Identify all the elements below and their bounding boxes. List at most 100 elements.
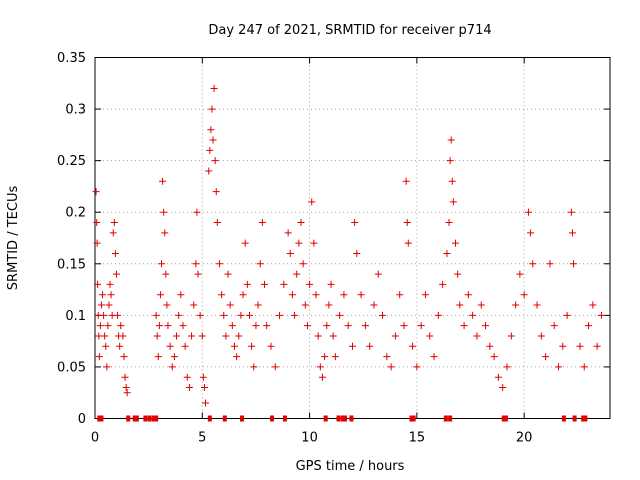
data-point: [106, 280, 114, 288]
gap-marker: [154, 415, 159, 422]
data-point: [449, 198, 457, 206]
data-point: [550, 322, 558, 330]
data-point: [263, 322, 271, 330]
data-points: [92, 84, 605, 407]
y-tick-label: 0.2: [65, 206, 86, 221]
data-point: [512, 301, 520, 309]
x-tick-label: 15: [409, 431, 426, 446]
data-point: [490, 353, 498, 361]
data-point: [439, 280, 447, 288]
data-point: [241, 239, 249, 247]
data-point: [486, 342, 494, 350]
gap-markers: [97, 415, 588, 422]
data-point: [179, 322, 187, 330]
data-point: [237, 311, 245, 319]
data-point: [321, 353, 329, 361]
data-point: [164, 322, 172, 330]
data-point: [156, 291, 164, 299]
data-point: [224, 270, 232, 278]
gap-marker: [561, 415, 566, 422]
y-tick-label: 0.25: [57, 154, 86, 169]
data-point: [218, 291, 226, 299]
data-point: [97, 301, 105, 309]
data-point: [158, 260, 166, 268]
data-point: [559, 342, 567, 350]
data-point: [555, 363, 562, 371]
data-point: [111, 249, 119, 257]
data-point: [222, 332, 230, 340]
gap-marker: [581, 415, 586, 422]
data-point: [529, 260, 537, 268]
x-tick-label: 5: [198, 431, 206, 446]
data-point: [421, 291, 429, 299]
data-point: [464, 291, 472, 299]
data-point: [533, 301, 541, 309]
data-point: [190, 301, 198, 309]
data-point: [155, 322, 163, 330]
data-point: [366, 342, 374, 350]
data-point: [210, 84, 218, 92]
data-point: [101, 332, 109, 340]
data-point: [469, 311, 477, 319]
data-point: [567, 208, 575, 216]
data-point: [331, 353, 339, 361]
data-point: [537, 332, 545, 340]
y-axis-ticks: 0 0.05 0.1 0.15 0.2 0.25 0.3 0.35: [57, 51, 610, 427]
data-point: [114, 311, 122, 319]
data-point: [271, 363, 279, 371]
data-point: [361, 322, 369, 330]
data-point: [327, 280, 335, 288]
data-point: [261, 280, 269, 288]
data-point: [243, 280, 251, 288]
data-point: [215, 260, 223, 268]
x-tick-label: 20: [516, 431, 533, 446]
data-point: [291, 311, 299, 319]
data-point: [206, 146, 214, 154]
data-point: [374, 270, 382, 278]
data-point: [159, 177, 167, 185]
data-point: [93, 239, 101, 247]
data-point: [499, 384, 507, 392]
data-point: [153, 332, 161, 340]
data-point: [209, 136, 217, 144]
data-point: [387, 363, 395, 371]
data-point: [170, 353, 178, 361]
data-point: [593, 342, 601, 350]
gap-marker: [97, 415, 102, 422]
data-point: [103, 363, 111, 371]
gap-marker: [239, 415, 244, 422]
data-point: [258, 219, 266, 227]
data-point: [585, 322, 593, 330]
data-point: [92, 188, 100, 196]
data-point: [99, 291, 107, 299]
data-point: [202, 399, 210, 407]
data-point: [383, 353, 391, 361]
data-point: [295, 239, 303, 247]
y-tick-label: 0.15: [57, 257, 86, 272]
data-point: [208, 105, 216, 113]
gap-marker: [572, 415, 577, 422]
y-tick-label: 0: [78, 412, 86, 427]
data-point: [351, 219, 359, 227]
data-point: [452, 239, 459, 247]
x-tick-label: 0: [91, 431, 99, 446]
gap-marker: [443, 415, 448, 422]
y-axis-label: SRMTID / TECUs: [6, 186, 21, 291]
data-point: [576, 342, 584, 350]
data-point: [193, 208, 201, 216]
data-point: [163, 301, 171, 309]
data-point: [293, 270, 301, 278]
data-point: [417, 322, 425, 330]
data-point: [482, 322, 490, 330]
data-point: [570, 260, 578, 268]
data-point: [117, 322, 125, 330]
gap-marker: [448, 415, 453, 422]
gap-marker: [340, 415, 345, 422]
data-point: [297, 219, 305, 227]
data-point: [454, 270, 462, 278]
data-point: [340, 291, 348, 299]
data-point: [239, 291, 247, 299]
gap-marker: [207, 415, 212, 422]
data-point: [233, 353, 241, 361]
data-point: [477, 301, 485, 309]
